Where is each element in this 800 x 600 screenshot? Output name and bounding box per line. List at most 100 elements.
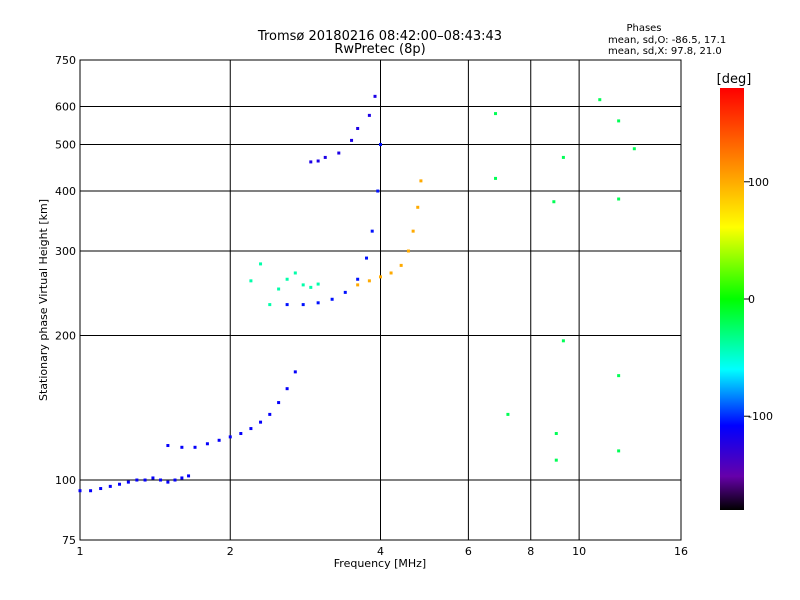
colorbar-tick-label: 0: [748, 293, 755, 306]
phase-mean-x: mean, sd,X: 97.8, 21.0: [608, 46, 722, 57]
data-point: [217, 438, 221, 442]
data-point: [166, 444, 170, 448]
data-point: [367, 279, 371, 283]
data-point: [617, 449, 621, 453]
data-point: [561, 155, 565, 159]
y-tick-label: 200: [55, 330, 76, 343]
data-point: [228, 435, 232, 439]
data-point: [411, 229, 415, 233]
data-point: [323, 155, 327, 159]
data-point: [180, 476, 184, 480]
colorbar-tick-label: 100: [748, 176, 769, 189]
data-point: [376, 189, 380, 193]
x-tick-label: 16: [674, 545, 688, 558]
data-point: [617, 119, 621, 123]
colorbar: [720, 88, 744, 510]
x-axis-label: Frequency [MHz]: [334, 557, 426, 570]
data-point: [316, 301, 320, 305]
colorbar-ticks: 100 0 -100: [744, 176, 773, 423]
data-point: [187, 474, 191, 478]
data-point: [350, 138, 354, 142]
x-tick-label: 8: [527, 545, 534, 558]
data-point: [193, 445, 197, 449]
data-point: [309, 285, 313, 289]
data-point: [268, 412, 272, 416]
data-point: [389, 271, 393, 275]
y-tick-label: 400: [55, 185, 76, 198]
data-point: [379, 143, 382, 147]
y-axis-label: Stationary phase Virtual Height [km]: [37, 199, 50, 401]
data-point: [173, 478, 177, 482]
data-point: [416, 205, 420, 209]
data-point: [356, 277, 360, 281]
data-point: [343, 290, 347, 294]
data-point: [135, 478, 139, 482]
data-point: [285, 303, 289, 307]
data-point: [373, 94, 377, 98]
data-point: [316, 282, 320, 286]
y-tick-label: 600: [55, 101, 76, 114]
grid: [80, 60, 681, 540]
phase-heading: Phases: [626, 23, 661, 34]
data-point: [330, 297, 334, 301]
data-point: [337, 151, 341, 155]
colorbar-tick-label: -100: [748, 410, 773, 423]
data-point: [166, 480, 170, 484]
data-point: [356, 126, 360, 130]
y-tick-label: 75: [62, 534, 76, 547]
data-point: [554, 458, 558, 462]
chart-title: Tromsø 20180216 08:42:00–08:43:43: [257, 29, 502, 44]
data-point: [356, 283, 360, 287]
data-point: [277, 401, 281, 405]
data-point: [143, 478, 147, 482]
data-point: [617, 197, 621, 201]
data-point: [277, 287, 281, 291]
data-point: [99, 487, 103, 491]
data-point: [249, 427, 253, 431]
data-point: [561, 339, 565, 343]
data-point: [316, 159, 320, 163]
data-point: [249, 279, 253, 283]
data-point: [494, 112, 498, 116]
x-tick-label: 1: [77, 545, 84, 558]
data-point: [259, 420, 263, 424]
axis-ticks: 1 2 4 6 8 10 16 75 100 200 300 400 500 600 750: [55, 54, 688, 558]
data-point: [506, 412, 510, 416]
data-point: [301, 303, 305, 307]
data-point: [259, 262, 263, 266]
data-point: [89, 489, 93, 493]
data-point: [78, 489, 82, 493]
data-point: [268, 303, 272, 307]
data-point: [632, 147, 636, 151]
data-point: [406, 249, 410, 253]
data-point: [370, 229, 374, 233]
data-point: [399, 263, 403, 267]
data-point: [309, 160, 313, 164]
y-tick-label: 750: [55, 54, 76, 67]
data-point: [494, 176, 498, 180]
y-tick-label: 100: [55, 474, 76, 487]
x-tick-label: 2: [227, 545, 234, 558]
data-point: [205, 442, 209, 446]
data-point: [293, 271, 297, 275]
data-point: [379, 275, 382, 279]
x-tick-label: 6: [465, 545, 472, 558]
data-point: [126, 480, 130, 484]
data-point: [151, 476, 155, 480]
data-point: [159, 478, 163, 482]
y-tick-label: 300: [55, 245, 76, 258]
data-point: [285, 387, 289, 391]
data-point: [554, 432, 558, 436]
data-point: [617, 374, 621, 378]
data-point: [301, 283, 305, 287]
chart-subtitle: RwPretec (8p): [334, 42, 425, 57]
data-point: [180, 445, 184, 449]
data-point: [365, 256, 369, 260]
data-point: [419, 179, 423, 183]
data-point: [293, 370, 297, 374]
colorbar-label: [deg]: [717, 72, 752, 87]
x-tick-label: 10: [572, 545, 586, 558]
data-point: [552, 200, 556, 204]
y-tick-label: 500: [55, 139, 76, 152]
